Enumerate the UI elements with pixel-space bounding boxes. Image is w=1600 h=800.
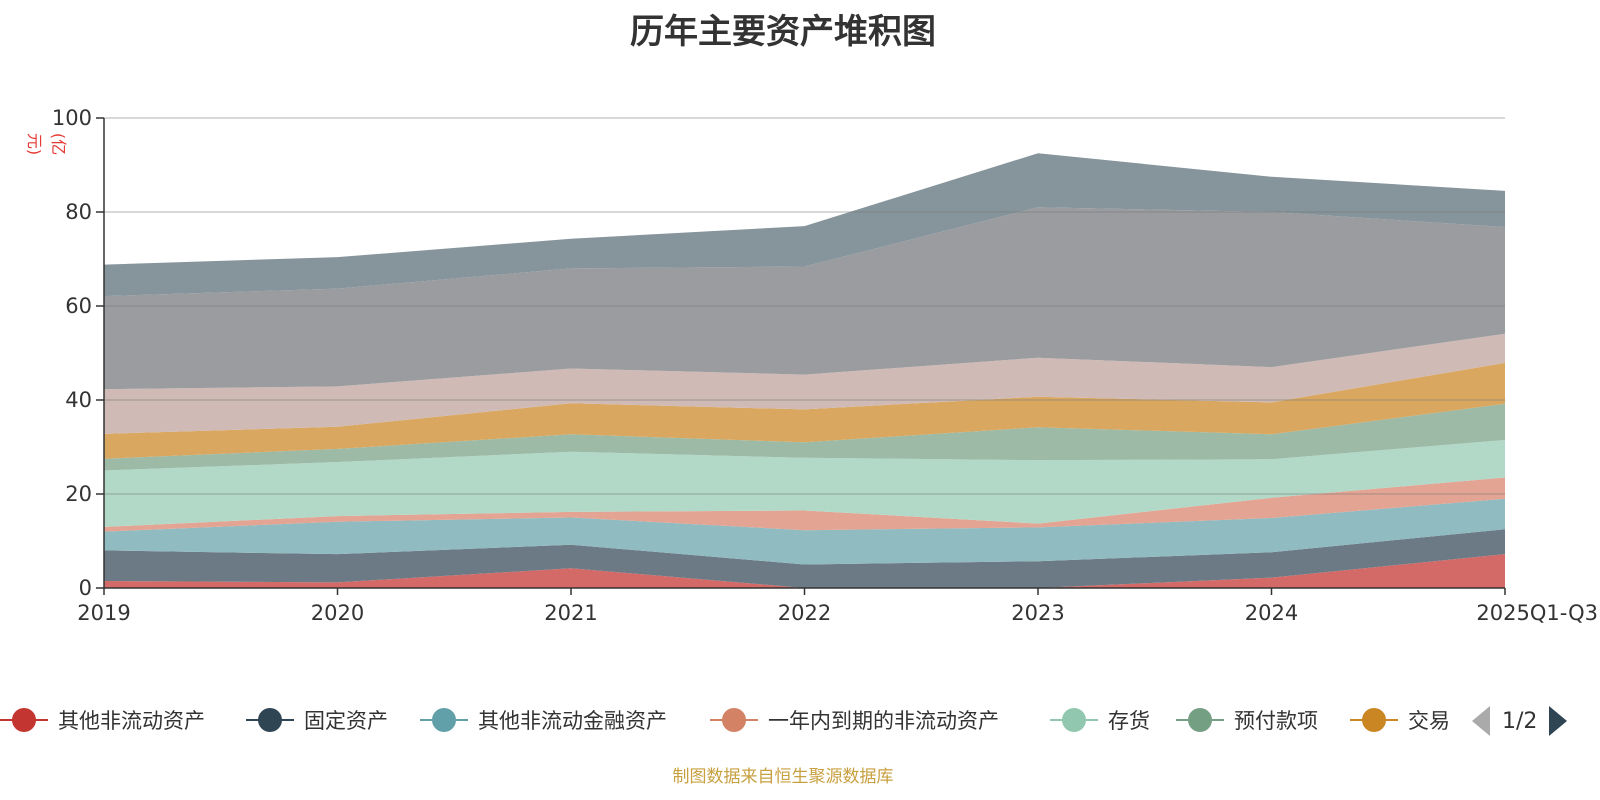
legend-label: 预付款项 — [1234, 709, 1318, 733]
chart-title: 历年主要资产堆积图 — [630, 12, 936, 52]
legend-label: 存货 — [1108, 709, 1150, 733]
y-tick-label: 80 — [65, 200, 92, 224]
stacked-area-chart: 0 20 40 60 80 100 2019 2020 2021 2022 2023 2024 2025… — [52, 106, 1598, 625]
legend-marker-icon — [0, 706, 48, 734]
y-tick-label: 0 — [79, 576, 92, 600]
x-tick-label: 2021 — [544, 601, 597, 625]
legend-label: 其他非流动资产 — [58, 709, 205, 733]
legend-marker-icon — [246, 706, 294, 734]
x-tick-label: 2019 — [77, 601, 130, 625]
y-tick-label: 100 — [52, 106, 92, 130]
x-tick-label: 2020 — [311, 601, 364, 625]
legend-marker-icon — [1176, 706, 1224, 734]
x-tick-label: 2024 — [1245, 601, 1298, 625]
legend-marker-icon — [710, 706, 758, 734]
legend-item[interactable]: 其他非流动资产 — [0, 704, 205, 736]
legend-item[interactable]: 交易 — [1350, 704, 1450, 736]
y-tick-label: 20 — [65, 482, 92, 506]
area-series-0 — [104, 554, 1505, 588]
x-tick-label: 2023 — [1011, 601, 1064, 625]
chart-legend: 其他非流动资产 固定资产 其他非流动金融资产 一年内到期的非流动资产 存货 预付款项 交易 — [0, 700, 1600, 740]
y-tick-label: 40 — [65, 388, 92, 412]
legend-label: 一年内到期的非流动资产 — [768, 709, 999, 733]
legend-pager: 1/2 — [1472, 705, 1568, 737]
legend-page-indicator: 1/2 — [1502, 708, 1538, 734]
area-series-6 — [104, 362, 1505, 459]
area-series-2 — [104, 498, 1505, 565]
area-series-4 — [104, 439, 1505, 527]
area-series-8 — [104, 207, 1505, 390]
x-tick-label: 2025Q1-Q3 — [1476, 601, 1598, 625]
x-tick-label: 2022 — [778, 601, 831, 625]
area-series-5 — [104, 403, 1505, 471]
area-series-9 — [104, 153, 1505, 297]
legend-prev-icon[interactable] — [1472, 706, 1490, 736]
legend-item[interactable]: 存货 — [1050, 704, 1150, 736]
legend-marker-icon — [1050, 706, 1098, 734]
legend-label: 其他非流动金融资产 — [478, 709, 667, 733]
legend-item[interactable]: 预付款项 — [1176, 704, 1318, 736]
area-series-3 — [104, 477, 1505, 532]
legend-item[interactable]: 固定资产 — [246, 704, 388, 736]
legend-next-icon[interactable] — [1549, 706, 1568, 736]
legend-item[interactable]: 一年内到期的非流动资产 — [710, 704, 999, 736]
area-series-7 — [104, 333, 1505, 434]
legend-marker-icon — [420, 706, 468, 734]
legend-item[interactable]: 其他非流动金融资产 — [420, 704, 667, 736]
data-source-note: 制图数据来自恒生聚源数据库 — [672, 767, 894, 787]
legend-label: 固定资产 — [304, 709, 388, 733]
legend-label: 交易 — [1408, 709, 1450, 733]
legend-marker-icon — [1350, 706, 1398, 734]
y-tick-label: 60 — [65, 294, 92, 318]
area-series-1 — [104, 529, 1505, 588]
